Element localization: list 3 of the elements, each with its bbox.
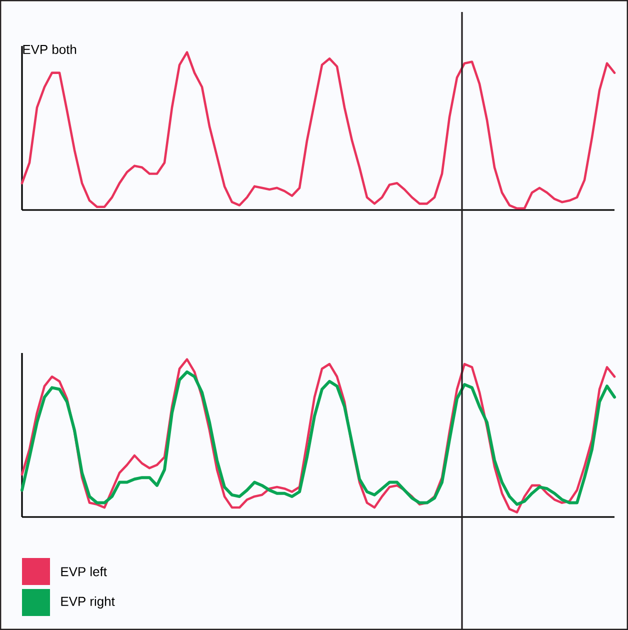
legend-label: EVP right [61,596,115,609]
legend-label: EVP left [61,566,107,576]
chart-title: EVP both [23,44,76,54]
